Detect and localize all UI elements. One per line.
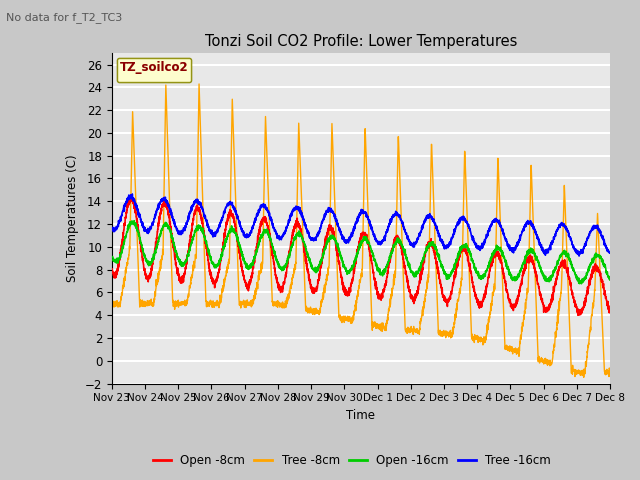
Legend: Open -8cm, Tree -8cm, Open -16cm, Tree -16cm: Open -8cm, Tree -8cm, Open -16cm, Tree -… xyxy=(148,449,556,472)
Legend:  xyxy=(116,58,191,82)
Text: No data for f_T2_TC3: No data for f_T2_TC3 xyxy=(6,12,123,23)
X-axis label: Time: Time xyxy=(346,409,376,422)
Title: Tonzi Soil CO2 Profile: Lower Temperatures: Tonzi Soil CO2 Profile: Lower Temperatur… xyxy=(205,34,517,49)
Y-axis label: Soil Temperatures (C): Soil Temperatures (C) xyxy=(66,155,79,282)
